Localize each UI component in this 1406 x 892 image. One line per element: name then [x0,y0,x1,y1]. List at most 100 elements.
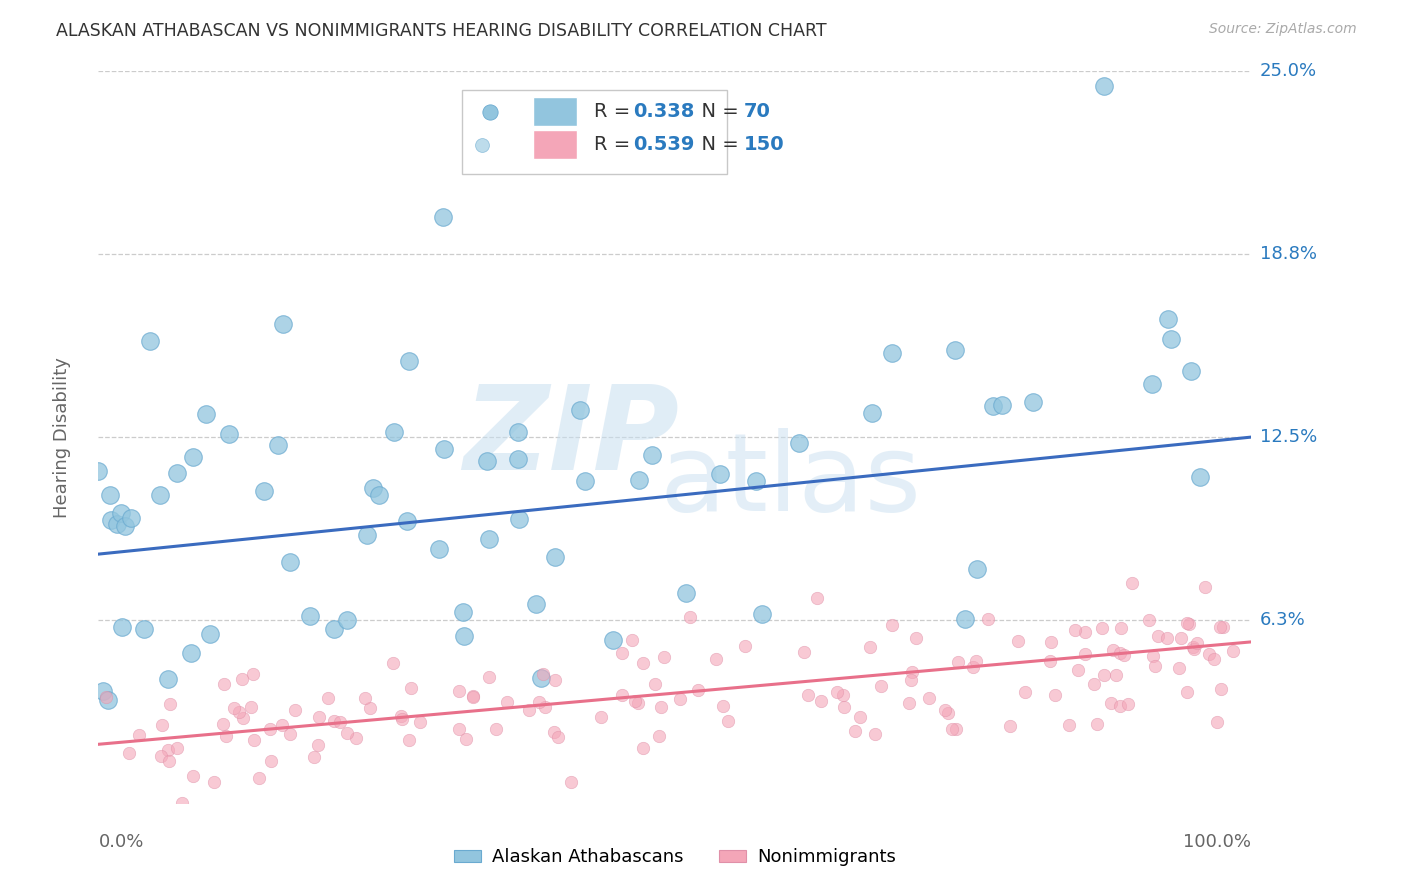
Point [454,731,477,746]
Point [181,769,204,783]
Point [1040,635,1063,649]
Text: N =: N = [689,135,745,154]
Point [247,771,270,785]
Point [260,754,283,768]
Point [1112,648,1135,663]
Point [943,343,966,357]
Text: N =: N = [689,102,745,121]
Point [1211,681,1233,696]
Point [356,528,378,542]
Point [308,710,330,724]
Point [792,645,814,659]
Point [398,354,420,368]
Point [882,618,904,632]
Point [648,730,671,744]
Point [936,706,959,720]
Point [1194,580,1216,594]
Point [1170,631,1192,645]
Point [242,667,264,681]
Point [983,399,1005,413]
Point [202,774,225,789]
Point [1108,646,1130,660]
Text: 70: 70 [744,102,770,121]
Point [1160,332,1182,346]
Point [627,696,650,710]
Text: ZIP: ZIP [463,380,679,494]
Point [860,406,883,420]
Point [1182,642,1205,657]
Point [267,437,290,451]
Point [432,210,454,224]
Point [427,541,450,556]
Point [882,346,904,360]
Point [307,738,329,752]
Point [806,591,828,605]
Point [905,632,928,646]
Point [478,533,501,547]
FancyBboxPatch shape [533,97,576,127]
Point [157,673,180,687]
Point [1057,718,1080,732]
Point [787,436,810,450]
Point [114,518,136,533]
Text: 0.338: 0.338 [633,102,695,121]
Point [1043,688,1066,702]
Point [359,700,381,714]
Point [1198,647,1220,661]
Point [1181,640,1204,655]
Point [478,670,501,684]
Point [953,612,976,626]
Point [485,722,508,736]
Point [631,656,654,670]
Point [508,451,530,466]
Point [240,700,263,714]
Point [849,710,872,724]
Text: R =: R = [595,102,637,121]
Point [652,650,675,665]
Point [610,688,633,702]
Point [621,633,644,648]
Point [1167,661,1189,675]
Point [863,727,886,741]
Point [1099,696,1122,710]
Point [751,607,773,621]
Point [709,467,731,481]
Point [181,450,204,464]
Point [232,711,254,725]
Point [150,718,173,732]
Point [222,701,245,715]
Point [1142,376,1164,391]
Text: 12.5%: 12.5% [1260,428,1317,446]
Point [284,702,307,716]
Point [159,754,181,768]
Point [98,488,121,502]
Point [534,700,557,714]
Point [568,403,591,417]
Text: 100.0%: 100.0% [1184,833,1251,851]
Legend: Alaskan Athabascans, Nonimmigrants: Alaskan Athabascans, Nonimmigrants [447,841,903,873]
Point [543,725,565,739]
Point [120,511,142,525]
Point [391,712,413,726]
Point [1175,685,1198,699]
Point [1121,576,1143,591]
Point [1109,698,1132,713]
Point [810,694,832,708]
Point [1175,616,1198,631]
Point [934,703,956,717]
Point [215,729,238,743]
Point [898,696,921,710]
Point [409,715,432,730]
Point [531,666,554,681]
Text: atlas: atlas [659,428,921,534]
Point [278,727,301,741]
Point [530,671,553,685]
Point [1180,364,1202,378]
Point [449,722,471,736]
Point [1074,647,1097,661]
Point [1067,664,1090,678]
Text: R =: R = [595,135,637,154]
Text: 25.0%: 25.0% [1260,62,1317,80]
Point [231,672,253,686]
Point [1147,629,1170,643]
